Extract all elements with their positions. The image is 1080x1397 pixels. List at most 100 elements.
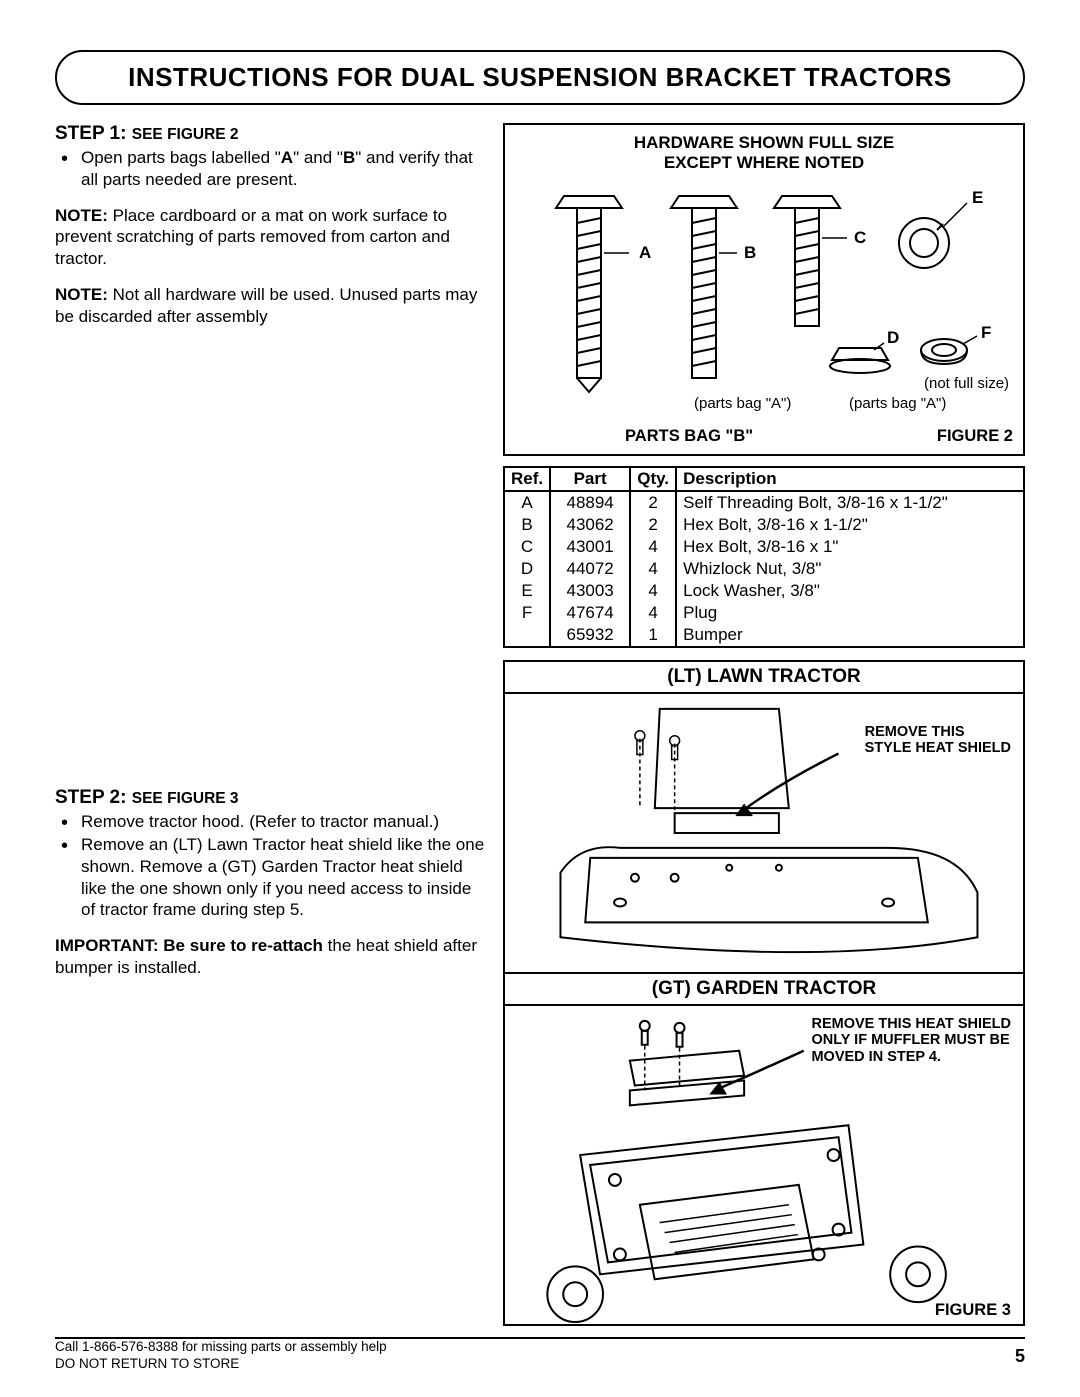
t: ONLY IF MUFFLER MUST BE bbox=[811, 1032, 1009, 1048]
step2-label: STEP 2: bbox=[55, 787, 126, 808]
table-row: A488942Self Threading Bolt, 3/8-16 x 1-1… bbox=[504, 491, 1024, 514]
t: REMOVE THIS HEAT SHIELD bbox=[811, 1016, 1011, 1032]
step1-label: STEP 1: bbox=[55, 123, 126, 144]
bagA2-text: (parts bag "A") bbox=[849, 395, 946, 412]
cell-part: 47674 bbox=[550, 602, 630, 624]
cell-desc: Hex Bolt, 3/8-16 x 1-1/2" bbox=[676, 514, 1024, 536]
cell-part: 43062 bbox=[550, 514, 630, 536]
t: A bbox=[281, 148, 293, 167]
label-B: B bbox=[744, 243, 756, 262]
footer-line2: DO NOT RETURN TO STORE bbox=[55, 1356, 239, 1371]
cell-ref bbox=[504, 624, 550, 647]
cell-ref: A bbox=[504, 491, 550, 514]
note-label: NOTE: bbox=[55, 206, 108, 225]
table-row: F476744Plug bbox=[504, 602, 1024, 624]
step2-bullets: Remove tractor hood. (Refer to tractor m… bbox=[55, 811, 485, 921]
page-number: 5 bbox=[1015, 1346, 1025, 1367]
label-F: F bbox=[981, 323, 991, 342]
lt-callout: REMOVE THIS STYLE HEAT SHIELD bbox=[865, 724, 1011, 757]
step2-bullet-1: Remove tractor hood. (Refer to tractor m… bbox=[55, 811, 485, 833]
step2-block: STEP 2: SEE FIGURE 3 Remove tractor hood… bbox=[55, 787, 485, 978]
cell-ref: F bbox=[504, 602, 550, 624]
figure3-label: FIGURE 3 bbox=[935, 1299, 1019, 1324]
step1-note2: NOTE: Not all hardware will be used. Unu… bbox=[55, 284, 485, 328]
gt-title: (GT) GARDEN TRACTOR bbox=[505, 972, 1023, 1004]
label-D: D bbox=[887, 328, 899, 347]
content-columns: STEP 1: SEE FIGURE 2 Open parts bags lab… bbox=[55, 123, 1025, 1326]
label-C: C bbox=[854, 228, 866, 247]
cell-desc: Lock Washer, 3/8" bbox=[676, 580, 1024, 602]
cell-desc: Hex Bolt, 3/8-16 x 1" bbox=[676, 536, 1024, 558]
label-E: E bbox=[972, 188, 983, 207]
hardware-footer: PARTS BAG "B" FIGURE 2 bbox=[515, 427, 1013, 446]
lt-title: (LT) LAWN TRACTOR bbox=[505, 662, 1023, 692]
step2-important: IMPORTANT: Be sure to re-attach the heat… bbox=[55, 935, 485, 979]
cell-ref: E bbox=[504, 580, 550, 602]
notfull-text: (not full size) bbox=[924, 375, 1009, 392]
note-label: NOTE: bbox=[55, 285, 108, 304]
th-part: Part bbox=[550, 467, 630, 491]
parts-table: Ref. Part Qty. Description A488942Self T… bbox=[503, 466, 1025, 648]
step1-note1: NOTE: Place cardboard or a mat on work s… bbox=[55, 205, 485, 270]
important-label: IMPORTANT: Be sure to re-attach bbox=[55, 936, 323, 955]
th-desc: Description bbox=[676, 467, 1024, 491]
right-column: HARDWARE SHOWN FULL SIZE EXCEPT WHERE NO… bbox=[503, 123, 1025, 1326]
figure2-label: FIGURE 2 bbox=[937, 427, 1013, 446]
cell-qty: 4 bbox=[630, 558, 676, 580]
table-row: E430034Lock Washer, 3/8" bbox=[504, 580, 1024, 602]
cell-qty: 4 bbox=[630, 536, 676, 558]
gt-callout: REMOVE THIS HEAT SHIELD ONLY IF MUFFLER … bbox=[811, 1016, 1011, 1066]
t: MOVED IN STEP 4. bbox=[811, 1049, 940, 1065]
cell-qty: 1 bbox=[630, 624, 676, 647]
bagA1-text: (parts bag "A") bbox=[694, 395, 791, 412]
table-header-row: Ref. Part Qty. Description bbox=[504, 467, 1024, 491]
cell-ref: B bbox=[504, 514, 550, 536]
gt-diagram: REMOVE THIS HEAT SHIELD ONLY IF MUFFLER … bbox=[505, 1004, 1023, 1324]
step2-bullet-2: Remove an (LT) Lawn Tractor heat shield … bbox=[55, 834, 485, 921]
step1-block: STEP 1: SEE FIGURE 2 Open parts bags lab… bbox=[55, 123, 485, 327]
figure3-box: (LT) LAWN TRACTOR REMOVE THIS STYLE HEAT… bbox=[503, 660, 1025, 1326]
cell-desc: Whizlock Nut, 3/8" bbox=[676, 558, 1024, 580]
cell-part: 44072 bbox=[550, 558, 630, 580]
cell-desc: Plug bbox=[676, 602, 1024, 624]
footer-text: Call 1-866-576-8388 for missing parts or… bbox=[55, 1339, 387, 1373]
page-title: INSTRUCTIONS FOR DUAL SUSPENSION BRACKET… bbox=[55, 50, 1025, 105]
label-A: A bbox=[639, 243, 651, 262]
hardware-title: HARDWARE SHOWN FULL SIZE EXCEPT WHERE NO… bbox=[515, 133, 1013, 174]
cell-qty: 4 bbox=[630, 580, 676, 602]
left-column: STEP 1: SEE FIGURE 2 Open parts bags lab… bbox=[55, 123, 485, 1326]
t: HARDWARE SHOWN FULL SIZE bbox=[634, 133, 894, 152]
cell-part: 43003 bbox=[550, 580, 630, 602]
hardware-box: HARDWARE SHOWN FULL SIZE EXCEPT WHERE NO… bbox=[503, 123, 1025, 456]
cell-part: 65932 bbox=[550, 624, 630, 647]
table-row: D440724Whizlock Nut, 3/8" bbox=[504, 558, 1024, 580]
step1-bullet-1: Open parts bags labelled "A" and "B" and… bbox=[55, 147, 485, 191]
cell-part: 43001 bbox=[550, 536, 630, 558]
cell-desc: Self Threading Bolt, 3/8-16 x 1-1/2" bbox=[676, 491, 1024, 514]
step2-subheading: SEE FIGURE 3 bbox=[132, 790, 239, 807]
t: REMOVE THIS bbox=[865, 724, 965, 740]
hardware-diagram: A B bbox=[515, 178, 1013, 423]
step1-heading: STEP 1: SEE FIGURE 2 bbox=[55, 123, 485, 145]
cell-desc: Bumper bbox=[676, 624, 1024, 647]
lt-diagram: REMOVE THIS STYLE HEAT SHIELD bbox=[505, 692, 1023, 972]
cell-ref: D bbox=[504, 558, 550, 580]
t: EXCEPT WHERE NOTED bbox=[664, 153, 864, 172]
footer-line1: Call 1-866-576-8388 for missing parts or… bbox=[55, 1339, 387, 1354]
th-qty: Qty. bbox=[630, 467, 676, 491]
t: B bbox=[343, 148, 355, 167]
step1-subheading: SEE FIGURE 2 bbox=[132, 126, 239, 143]
t: Open parts bags labelled " bbox=[81, 148, 281, 167]
step1-bullets: Open parts bags labelled "A" and "B" and… bbox=[55, 147, 485, 191]
note-text: Place cardboard or a mat on work surface… bbox=[55, 206, 450, 269]
cell-qty: 2 bbox=[630, 491, 676, 514]
cell-ref: C bbox=[504, 536, 550, 558]
th-ref: Ref. bbox=[504, 467, 550, 491]
step2-heading: STEP 2: SEE FIGURE 3 bbox=[55, 787, 485, 809]
table-row: 659321Bumper bbox=[504, 624, 1024, 647]
cell-part: 48894 bbox=[550, 491, 630, 514]
table-row: B430622Hex Bolt, 3/8-16 x 1-1/2" bbox=[504, 514, 1024, 536]
table-row: C430014Hex Bolt, 3/8-16 x 1" bbox=[504, 536, 1024, 558]
parts-bag-b: PARTS BAG "B" bbox=[515, 427, 753, 446]
t: " and " bbox=[293, 148, 343, 167]
